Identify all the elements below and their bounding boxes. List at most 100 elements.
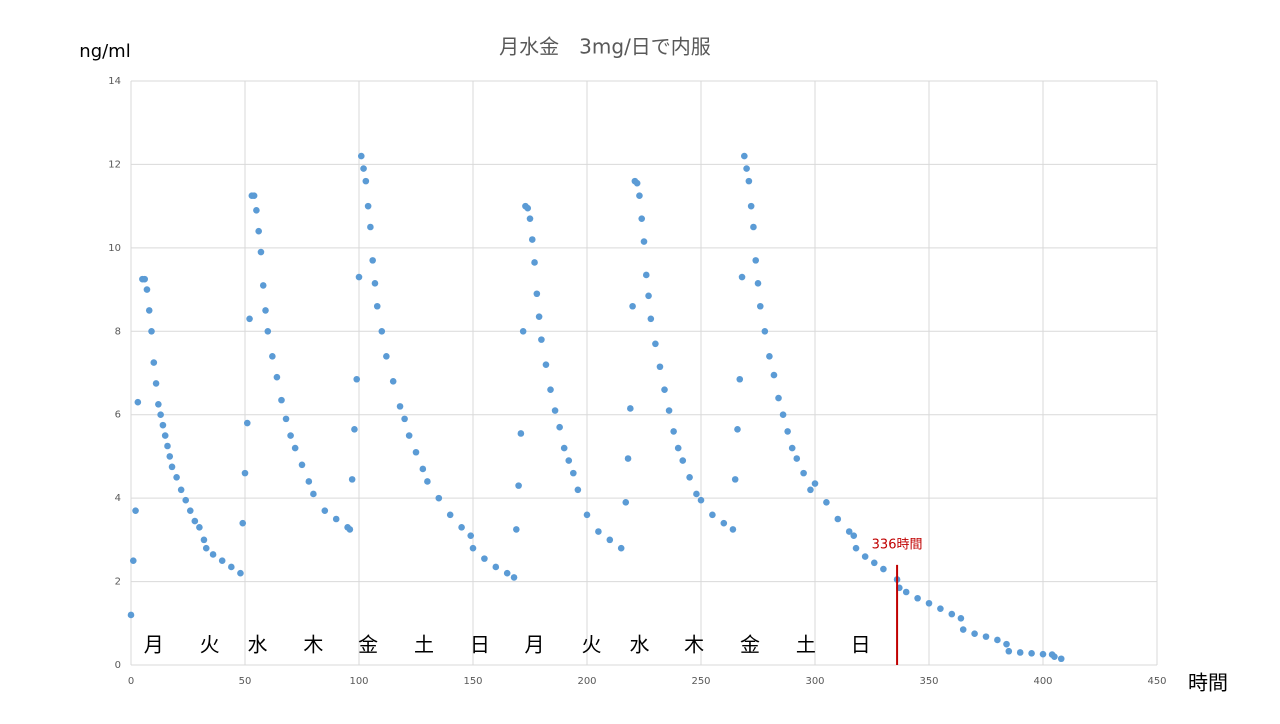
data-point: [697, 496, 705, 504]
data-point: [157, 411, 164, 419]
day-label: 木: [684, 633, 704, 657]
data-point: [734, 426, 741, 433]
x-tick-label: 250: [691, 676, 710, 687]
data-point: [640, 238, 648, 245]
day-label: 火: [200, 633, 220, 657]
data-point: [642, 271, 650, 279]
data-point: [200, 536, 208, 544]
data-point: [852, 544, 860, 552]
data-point: [747, 202, 755, 210]
data-point: [850, 532, 858, 539]
data-point: [756, 302, 764, 310]
data-point: [622, 499, 630, 506]
data-point: [720, 519, 728, 527]
data-point: [845, 528, 853, 535]
y-tick-label: 12: [108, 159, 121, 170]
data-point: [533, 290, 541, 298]
data-point: [1028, 650, 1035, 657]
data-point: [298, 461, 306, 469]
data-point: [535, 313, 543, 320]
data-point: [729, 526, 737, 533]
data-point: [435, 494, 443, 502]
data-point: [925, 599, 933, 607]
data-point: [412, 448, 420, 456]
day-label: 金: [358, 633, 378, 657]
data-point: [177, 486, 185, 494]
data-point: [287, 432, 294, 439]
x-tick-label: 350: [919, 676, 938, 687]
data-point: [661, 386, 668, 393]
data-point: [145, 307, 153, 314]
data-point: [1016, 649, 1024, 656]
data-point: [693, 490, 700, 498]
data-point: [656, 363, 664, 371]
data-point: [209, 551, 217, 558]
data-point: [807, 486, 814, 494]
x-tick-label: 400: [1033, 676, 1052, 687]
data-point: [152, 380, 160, 387]
data-point: [788, 444, 796, 452]
day-label: 日: [851, 633, 871, 657]
data-point: [686, 473, 693, 481]
data-point: [743, 165, 750, 172]
x-tick-label: 150: [463, 676, 482, 687]
data-point: [389, 378, 397, 385]
data-point: [148, 327, 155, 335]
data-point: [127, 611, 135, 619]
day-label: 水: [629, 633, 649, 657]
data-point: [155, 400, 162, 408]
data-point: [371, 280, 379, 287]
y-tick-label: 8: [115, 326, 121, 337]
data-point: [636, 192, 643, 200]
data-point: [241, 469, 249, 477]
data-point: [373, 302, 381, 310]
data-point: [282, 415, 290, 423]
data-point: [196, 524, 203, 531]
data-point: [357, 152, 365, 160]
data-point: [378, 327, 386, 335]
data-point: [237, 569, 244, 577]
data-point: [355, 273, 363, 281]
data-point: [528, 236, 536, 243]
data-point: [255, 227, 262, 235]
data-point: [405, 432, 413, 439]
data-point: [458, 524, 465, 531]
data-point: [750, 223, 757, 231]
data-point: [652, 340, 659, 348]
data-point: [709, 511, 716, 519]
data-point: [645, 292, 652, 300]
data-point: [218, 557, 226, 565]
data-point: [570, 469, 577, 477]
data-point: [574, 486, 582, 494]
data-point: [278, 396, 285, 404]
data-point: [617, 544, 625, 552]
marker-label: 336時間: [872, 537, 923, 552]
data-point: [202, 544, 210, 552]
data-point: [383, 353, 390, 360]
data-point: [948, 610, 956, 618]
data-point: [332, 515, 340, 523]
data-point: [143, 286, 151, 293]
day-label: 月: [144, 633, 164, 657]
data-point: [834, 515, 842, 523]
data-point: [542, 361, 550, 368]
data-point: [647, 315, 655, 323]
data-point: [741, 152, 748, 160]
data-point: [736, 375, 744, 383]
y-axis-label: ng/ml: [79, 41, 130, 62]
data-point: [565, 457, 573, 464]
data-point: [492, 563, 500, 571]
data-point: [1003, 640, 1010, 648]
data-point: [239, 519, 247, 527]
data-point: [627, 405, 634, 412]
data-point: [481, 555, 488, 562]
data-point: [321, 507, 329, 514]
y-tick-label: 2: [115, 577, 121, 588]
day-label: 月: [525, 633, 545, 657]
data-point: [1051, 653, 1058, 660]
data-point: [800, 469, 807, 477]
data-point: [1039, 650, 1047, 658]
data-point: [346, 526, 354, 533]
data-point: [134, 398, 142, 406]
